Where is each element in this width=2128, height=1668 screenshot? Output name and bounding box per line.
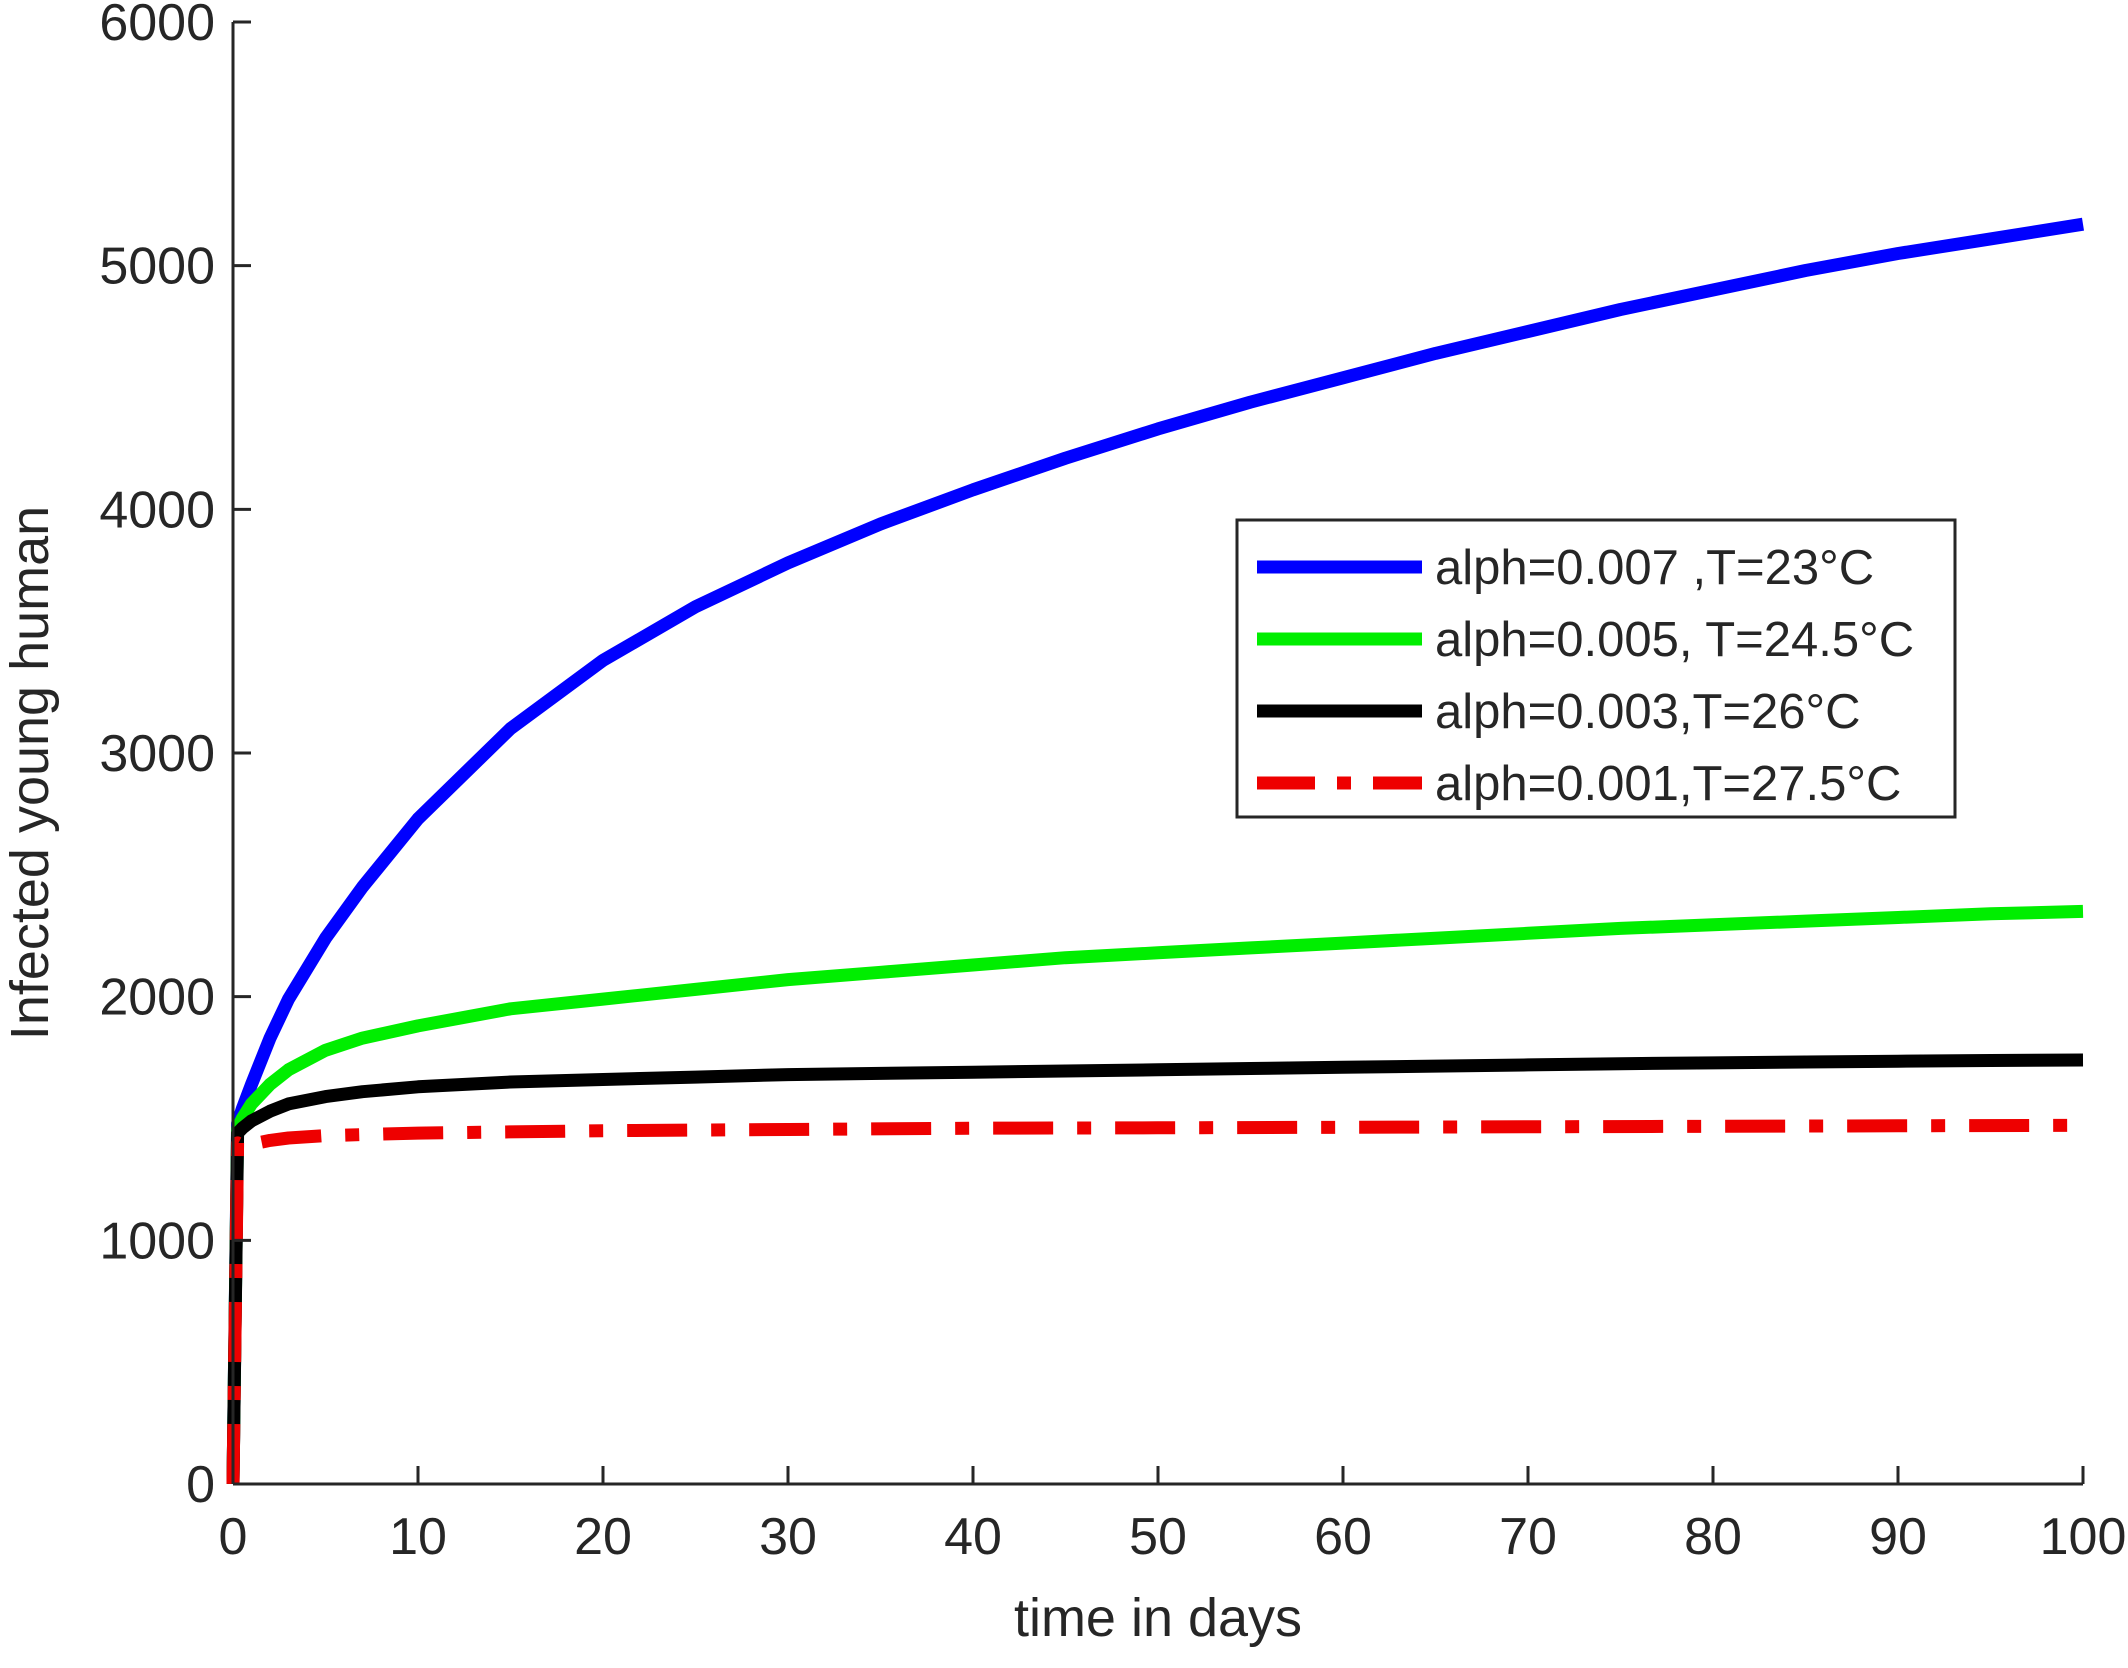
series-line-4 xyxy=(226,1118,2084,1485)
legend-label-4: alph=0.001,T=27.5°C xyxy=(1435,757,1901,811)
x-tick-label: 60 xyxy=(1314,1508,1372,1566)
x-tick-label: 20 xyxy=(574,1508,632,1566)
y-tick-label: 2000 xyxy=(99,969,215,1027)
series-line-1 xyxy=(226,217,2085,1485)
x-tick-label: 10 xyxy=(389,1508,447,1566)
y-tick-label: 4000 xyxy=(99,481,215,539)
x-tick-label: 100 xyxy=(2040,1508,2127,1566)
legend: alph=0.007 ,T=23°C alph=0.005, T=24.5°C al… xyxy=(1235,518,1957,819)
legend-label-1: alph=0.007 ,T=23°C xyxy=(1435,541,1874,595)
series-layer xyxy=(226,217,2085,1485)
legend-label-2: alph=0.005, T=24.5°C xyxy=(1435,613,1914,667)
series-line-2 xyxy=(226,904,2084,1485)
x-tick-label: 0 xyxy=(219,1508,248,1566)
y-axis-label: Infected young human xyxy=(0,506,60,1040)
x-tick-label: 70 xyxy=(1499,1508,1557,1566)
x-tick-label: 50 xyxy=(1129,1508,1187,1566)
y-tick-label: 6000 xyxy=(99,0,215,52)
x-axis-label: time in days xyxy=(1014,1588,1302,1648)
y-tick-label: 1000 xyxy=(99,1212,215,1270)
x-tick-label: 90 xyxy=(1869,1508,1927,1566)
x-tick-label: 40 xyxy=(944,1508,1002,1566)
y-tick-label: 5000 xyxy=(99,238,215,296)
y-tick-label: 3000 xyxy=(99,725,215,783)
legend-label-3: alph=0.003,T=26°C xyxy=(1435,685,1861,739)
y-tick-label: 0 xyxy=(186,1456,215,1514)
series-line-3 xyxy=(226,1053,2084,1485)
x-tick-label: 80 xyxy=(1684,1508,1742,1566)
x-tick-label: 30 xyxy=(759,1508,817,1566)
